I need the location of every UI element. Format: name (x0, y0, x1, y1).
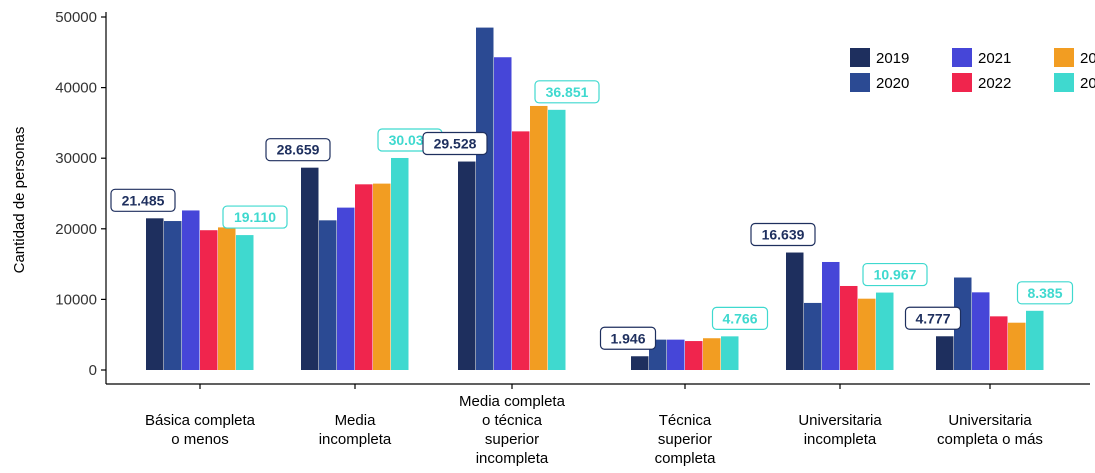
data-labels: 21.48519.11028.65930.03029.52836.8511.94… (111, 81, 1073, 349)
svg-text:2019: 2019 (876, 50, 909, 67)
data-label: 16.639 (751, 224, 815, 246)
bar (301, 168, 319, 370)
y-tick-label: 30000 (55, 150, 97, 167)
bar (840, 286, 858, 370)
bar (703, 338, 721, 370)
data-label: 10.967 (863, 264, 927, 286)
x-tick-label: Media completao técnicasuperiorincomplet… (459, 393, 566, 467)
bar (512, 131, 530, 370)
svg-text:29.528: 29.528 (434, 136, 477, 152)
y-tick-label: 10000 (55, 291, 97, 308)
svg-text:4.766: 4.766 (722, 310, 757, 326)
bar (373, 184, 391, 370)
x-axis: Básica completao menos Mediaincompleta Med… (106, 384, 1090, 467)
svg-text:8.385: 8.385 (1027, 285, 1062, 301)
data-label: 19.110 (223, 206, 287, 228)
data-label: 1.946 (601, 327, 656, 349)
bar (476, 28, 494, 370)
x-tick-label: Básica completao menos (145, 412, 256, 448)
svg-text:2024: 2024 (1080, 75, 1095, 92)
bar (218, 227, 236, 370)
data-label: 36.851 (535, 81, 599, 103)
legend-item: 2019 (850, 48, 909, 67)
y-axis-label: Cantidad de personas (11, 127, 28, 274)
bar (391, 158, 409, 370)
svg-text:10.967: 10.967 (874, 267, 917, 283)
bar (936, 336, 954, 370)
bar (236, 235, 254, 370)
legend-item: 2022 (952, 73, 1011, 92)
data-label: 4.777 (906, 307, 961, 329)
bar (786, 253, 804, 370)
data-label: 28.659 (266, 139, 330, 161)
bar (1008, 323, 1026, 370)
bar (355, 184, 373, 370)
y-tick-label: 40000 (55, 80, 97, 97)
data-label: 21.485 (111, 189, 175, 211)
bar (548, 110, 566, 370)
bar (822, 262, 840, 370)
bar (337, 208, 355, 370)
data-label: 29.528 (423, 133, 487, 155)
legend-item: 2023 (1054, 48, 1095, 67)
bar (146, 218, 164, 370)
bar (458, 162, 476, 370)
svg-text:1.946: 1.946 (610, 330, 645, 346)
bar (858, 299, 876, 370)
svg-text:4.777: 4.777 (915, 310, 950, 326)
bar (631, 356, 649, 370)
x-tick-label: Mediaincompleta (319, 412, 392, 448)
bar (164, 221, 182, 370)
bar (1026, 311, 1044, 370)
y-axis: 0 10000 20000 30000 40000 50000 (55, 9, 106, 384)
data-label: 8.385 (1018, 282, 1073, 304)
bar (494, 57, 512, 370)
svg-text:2022: 2022 (978, 75, 1011, 92)
bar (200, 230, 218, 370)
svg-text:36.851: 36.851 (546, 84, 589, 100)
legend: 2019 2020 2021 2022 2023 2024 (850, 48, 1095, 92)
svg-text:2023: 2023 (1080, 50, 1095, 67)
bar (530, 106, 548, 370)
y-tick-label: 50000 (55, 9, 97, 26)
legend-item: 2021 (952, 48, 1011, 67)
svg-text:2021: 2021 (978, 50, 1011, 67)
bar (685, 341, 703, 370)
bar (721, 336, 739, 370)
legend-item: 2020 (850, 73, 909, 92)
svg-text:28.659: 28.659 (277, 142, 320, 158)
legend-item: 2024 (1054, 73, 1095, 92)
x-tick-label: Universitariacompleta o más (937, 412, 1043, 448)
x-tick-label: Universitariaincompleta (798, 412, 882, 448)
bar (990, 316, 1008, 370)
svg-text:21.485: 21.485 (122, 192, 165, 208)
data-label: 4.766 (713, 307, 768, 329)
bar (876, 293, 894, 370)
bar (667, 340, 685, 370)
y-tick-label: 0 (89, 362, 97, 379)
bar (182, 210, 200, 370)
bar (972, 292, 990, 370)
bar (319, 220, 337, 370)
y-tick-label: 20000 (55, 221, 97, 238)
svg-text:2020: 2020 (876, 75, 909, 92)
svg-text:19.110: 19.110 (234, 209, 276, 225)
svg-text:16.639: 16.639 (762, 227, 805, 243)
x-tick-label: Técnicasuperiorcompleta (655, 412, 717, 467)
bar (804, 303, 822, 370)
